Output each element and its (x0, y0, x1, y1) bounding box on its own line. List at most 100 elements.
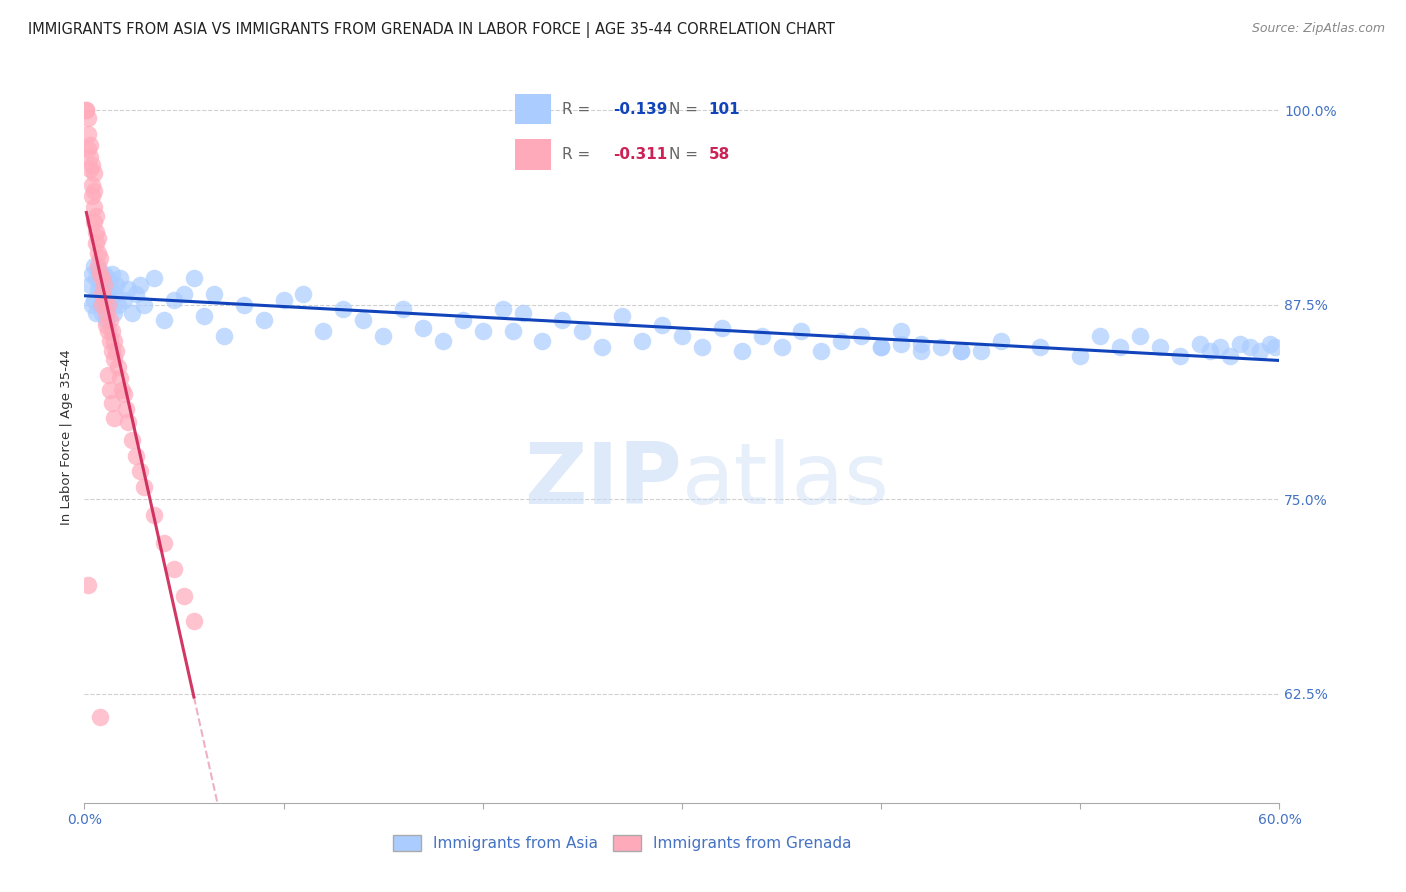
Point (451, 313, 474, 327)
Point (890, 324, 912, 338)
Point (1109, 340, 1132, 354)
Point (117, 282, 139, 296)
Point (101, 396, 124, 410)
Point (87, 246, 110, 260)
Point (830, 334, 852, 348)
Point (107, 298, 129, 312)
Point (86, 225, 108, 239)
Point (96, 313, 118, 327)
Point (1198, 344, 1220, 359)
Point (110, 271, 132, 285)
Point (77, 142, 100, 156)
Point (101, 344, 124, 359)
Point (75, 103, 97, 118)
Point (710, 321, 733, 335)
Point (110, 371, 132, 385)
Point (970, 344, 993, 359)
Point (112, 386, 135, 401)
Text: R =: R = (562, 102, 591, 117)
Text: 101: 101 (709, 102, 740, 117)
Point (87, 231, 110, 245)
Point (103, 352, 125, 367)
Point (612, 309, 634, 323)
Point (1258, 336, 1281, 351)
Point (97, 298, 120, 312)
Point (1229, 336, 1251, 351)
Point (173, 589, 195, 603)
Point (82, 298, 104, 312)
Point (98, 334, 121, 348)
Point (77, 111, 100, 125)
Point (163, 293, 186, 307)
Point (591, 340, 613, 354)
Point (183, 614, 205, 628)
Point (312, 324, 335, 338)
Point (412, 321, 434, 335)
Text: R =: R = (562, 146, 591, 161)
Point (107, 359, 129, 374)
Point (79, 162, 101, 177)
Text: N =: N = (669, 146, 699, 161)
Point (82, 158, 104, 172)
Point (103, 334, 125, 348)
Point (89, 298, 111, 312)
Point (91, 286, 114, 301)
Point (332, 302, 354, 317)
Point (87, 282, 110, 296)
Point (103, 411, 125, 425)
Point (97, 324, 120, 338)
Point (273, 293, 295, 307)
Point (91, 271, 114, 285)
FancyBboxPatch shape (515, 94, 551, 124)
Point (93, 277, 115, 292)
Point (97, 298, 120, 312)
Point (97, 368, 120, 382)
Point (949, 344, 972, 359)
Point (75, 103, 97, 118)
Point (512, 305, 534, 319)
Point (89, 710, 111, 724)
Point (153, 536, 176, 550)
Point (1209, 340, 1232, 354)
Point (502, 324, 524, 338)
Text: atlas: atlas (682, 440, 890, 523)
Point (1249, 344, 1271, 359)
Point (115, 402, 138, 417)
Point (751, 329, 773, 343)
Point (82, 189, 104, 203)
Point (810, 344, 832, 359)
Point (96, 293, 118, 307)
Point (103, 305, 125, 319)
Point (86, 305, 108, 319)
Point (292, 286, 315, 301)
Point (105, 277, 128, 292)
Point (870, 340, 893, 354)
Point (232, 298, 254, 312)
Point (77, 127, 100, 141)
Point (870, 340, 893, 354)
Point (392, 302, 415, 317)
Point (183, 271, 205, 285)
Point (1239, 340, 1261, 354)
Point (163, 562, 186, 576)
Point (101, 324, 124, 338)
Point (86, 271, 108, 285)
Point (101, 267, 124, 281)
Point (96, 305, 118, 319)
Text: N =: N = (669, 102, 699, 117)
Point (910, 344, 932, 359)
Point (143, 271, 166, 285)
Point (98, 282, 121, 296)
Point (851, 329, 873, 343)
Point (492, 302, 515, 317)
Point (86, 209, 108, 223)
Point (98, 313, 121, 327)
Point (1069, 349, 1091, 363)
Point (253, 313, 276, 327)
Point (82, 267, 104, 281)
Point (83, 200, 105, 214)
Point (373, 329, 395, 343)
Point (1188, 336, 1211, 351)
Point (125, 449, 148, 463)
Point (1219, 349, 1241, 363)
